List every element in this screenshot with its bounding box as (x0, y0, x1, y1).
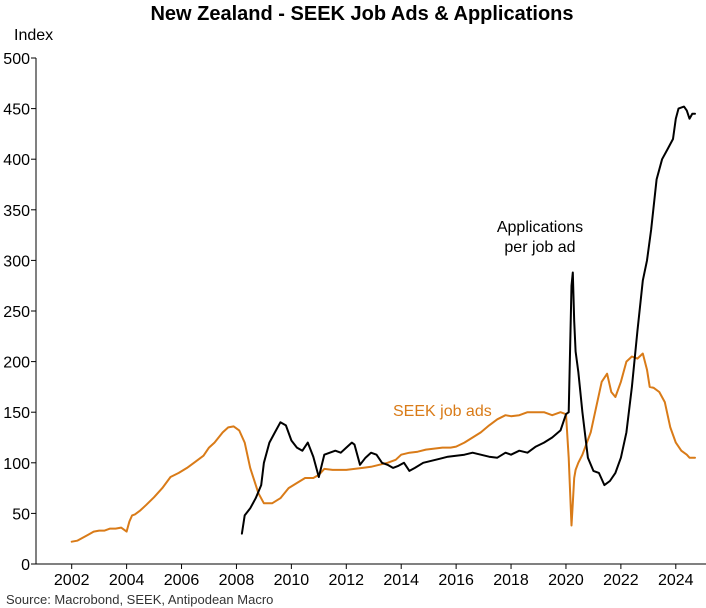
x-tick-label: 2020 (548, 572, 584, 589)
y-tick-label: 500 (3, 51, 30, 68)
x-tick-label: 2024 (658, 572, 694, 589)
x-tick-label: 2012 (328, 572, 364, 589)
y-tick-label: 450 (3, 102, 30, 119)
y-tick-label: 150 (3, 405, 30, 422)
y-tick-label: 200 (3, 355, 30, 372)
axes: 0 50 100 150 200 250 300 350 400 450 500 2002 2004 20… (3, 51, 706, 589)
y-tick-label: 50 (12, 506, 30, 523)
x-tick-label: 2008 (219, 572, 255, 589)
x-tick-label: 2018 (493, 572, 529, 589)
series-lines (70, 105, 696, 543)
y-tick-label: 250 (3, 304, 30, 321)
y-tick-label: 300 (3, 253, 30, 270)
x-tick-label: 2010 (274, 572, 310, 589)
y-tick-label: 100 (3, 456, 30, 473)
chart-title: New Zealand - SEEK Job Ads & Application… (150, 3, 573, 25)
series-line-applications (240, 105, 696, 535)
x-tick-label: 2022 (603, 572, 639, 589)
y-tick-label: 350 (3, 203, 30, 220)
x-tick-label: 2016 (438, 572, 474, 589)
y-tick-label: 0 (21, 557, 30, 574)
x-tick-label: 2014 (383, 572, 419, 589)
y-tick-label: 400 (3, 152, 30, 169)
y-axis-label: Index (14, 27, 53, 44)
x-tick-label: 2002 (54, 572, 90, 589)
job-ads-annotation: SEEK job ads (393, 403, 492, 420)
x-tick-label: 2006 (164, 572, 200, 589)
applications-annotation-line-2: per job ad (504, 239, 575, 256)
applications-annotation-line-1: Applications (497, 219, 583, 236)
x-tick-label: 2004 (109, 572, 145, 589)
series-line-job-ads (70, 352, 696, 543)
source-note: Source: Macrobond, SEEK, Antipodean Macr… (6, 592, 273, 607)
